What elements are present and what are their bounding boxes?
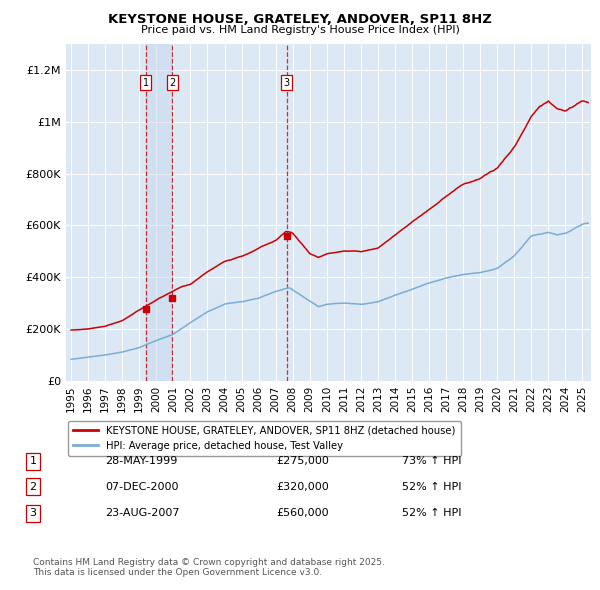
Text: £560,000: £560,000 bbox=[276, 509, 329, 518]
Bar bbox=[146, 44, 172, 381]
Text: 52% ↑ HPI: 52% ↑ HPI bbox=[402, 509, 461, 518]
Text: KEYSTONE HOUSE, GRATELEY, ANDOVER, SP11 8HZ: KEYSTONE HOUSE, GRATELEY, ANDOVER, SP11 … bbox=[108, 13, 492, 26]
Text: 28-MAY-1999: 28-MAY-1999 bbox=[105, 457, 178, 466]
Text: 3: 3 bbox=[29, 509, 37, 518]
Legend: KEYSTONE HOUSE, GRATELEY, ANDOVER, SP11 8HZ (detached house), HPI: Average price: KEYSTONE HOUSE, GRATELEY, ANDOVER, SP11 … bbox=[68, 421, 461, 456]
Text: Contains HM Land Registry data © Crown copyright and database right 2025.
This d: Contains HM Land Registry data © Crown c… bbox=[33, 558, 385, 577]
Text: 23-AUG-2007: 23-AUG-2007 bbox=[105, 509, 179, 518]
Text: 73% ↑ HPI: 73% ↑ HPI bbox=[402, 457, 461, 466]
Text: 1: 1 bbox=[29, 457, 37, 466]
Text: 52% ↑ HPI: 52% ↑ HPI bbox=[402, 482, 461, 491]
Text: 1: 1 bbox=[143, 78, 149, 88]
Text: Price paid vs. HM Land Registry's House Price Index (HPI): Price paid vs. HM Land Registry's House … bbox=[140, 25, 460, 35]
Text: 3: 3 bbox=[284, 78, 290, 88]
Text: 2: 2 bbox=[29, 482, 37, 491]
Text: 07-DEC-2000: 07-DEC-2000 bbox=[105, 482, 179, 491]
Text: 2: 2 bbox=[169, 78, 175, 88]
Text: £275,000: £275,000 bbox=[276, 457, 329, 466]
Text: £320,000: £320,000 bbox=[276, 482, 329, 491]
